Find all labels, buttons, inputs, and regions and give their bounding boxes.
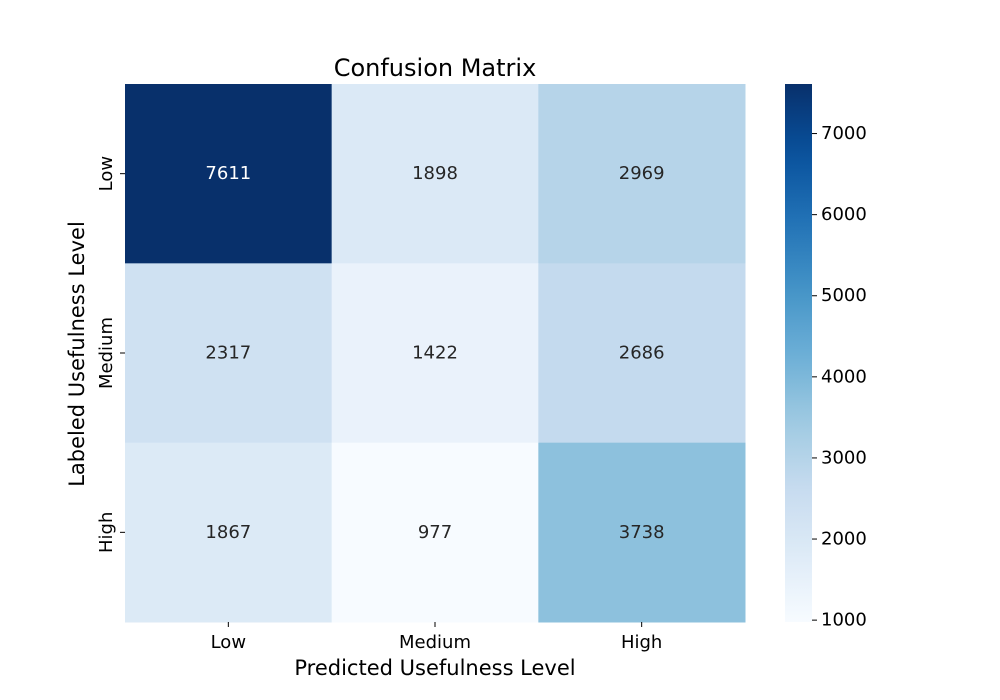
- heatmap-cell: [538, 263, 746, 444]
- cell-value-label: 2317: [205, 343, 251, 364]
- heatmap-cell: [331, 84, 539, 264]
- cell-value-label: 3738: [619, 522, 665, 543]
- heatmap-cell: [331, 442, 539, 623]
- heatmap-cell: [125, 263, 333, 444]
- x-tick-label: Medium: [399, 632, 471, 653]
- heatmap-cell: [125, 442, 333, 623]
- cell-value-label: 1898: [412, 163, 458, 184]
- cell-annotations: 7611 1898 2969 2317 1422 2686 1867 977 3738: [205, 163, 664, 543]
- y-axis-ticks: Low Medium High: [96, 156, 125, 553]
- cell-value-label: 977: [418, 522, 452, 543]
- colorbar-ticks: 1000 2000 3000 4000 5000 6000 7000: [812, 123, 867, 631]
- heatmap-cell: [125, 84, 333, 264]
- cell-value-label: 2686: [619, 343, 665, 364]
- y-axis-label: Labeled Usefulness Level: [65, 221, 89, 487]
- x-tick-label: Low: [211, 632, 246, 653]
- cell-value-label: 1422: [412, 343, 458, 364]
- y-tick-label: Medium: [96, 317, 117, 389]
- x-axis-label: Predicted Usefulness Level: [294, 656, 575, 680]
- colorbar-tick-label: 4000: [821, 366, 867, 387]
- heatmap-cell: [331, 263, 539, 444]
- x-axis-ticks: Low Medium High: [211, 622, 662, 653]
- colorbar-tick-label: 7000: [821, 123, 867, 144]
- heatmap-cell: [538, 442, 746, 623]
- colorbar-tick-label: 5000: [821, 285, 867, 306]
- colorbar-tick-label: 3000: [821, 447, 867, 468]
- cell-value-label: 1867: [205, 522, 251, 543]
- cell-value-label: 7611: [205, 163, 251, 184]
- heatmap-cell: [538, 84, 746, 264]
- colorbar: [785, 84, 812, 622]
- colorbar-tick-label: 2000: [821, 529, 867, 550]
- heatmap-grid: [125, 84, 746, 623]
- colorbar-tick-label: 1000: [821, 610, 867, 631]
- cell-value-label: 2969: [619, 163, 665, 184]
- colorbar-tick-label: 6000: [821, 204, 867, 225]
- x-tick-label: High: [621, 632, 662, 653]
- y-tick-label: Low: [96, 156, 117, 191]
- y-tick-label: High: [96, 512, 117, 553]
- chart-title: Confusion Matrix: [334, 54, 537, 82]
